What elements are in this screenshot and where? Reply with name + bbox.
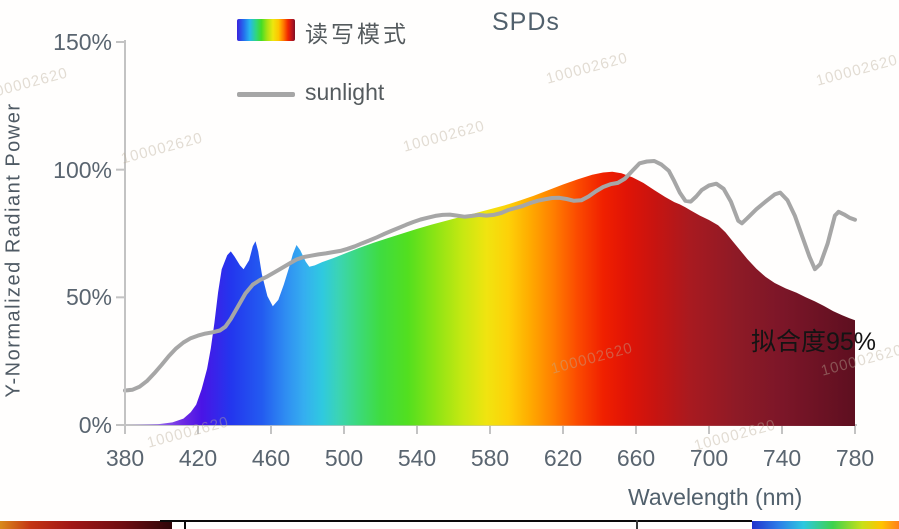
spectrum-swatch-icon — [237, 19, 295, 41]
x-tick-label: 780 — [835, 445, 875, 471]
y-tick-label: 100% — [53, 156, 112, 183]
fit-annotation: 拟合度95% — [751, 328, 877, 356]
x-tick-label: 580 — [470, 445, 510, 471]
x-tick-label: 460 — [251, 445, 291, 471]
x-tick-label: 380 — [105, 445, 145, 471]
sunlight-line-series — [123, 159, 857, 393]
x-tick-label: 740 — [762, 445, 802, 471]
strip-tick — [636, 520, 638, 529]
x-tick-label: 660 — [616, 445, 656, 471]
spectrum-area-series — [125, 171, 855, 426]
x-tick-label: 500 — [324, 445, 364, 471]
chart-title: SPDs — [492, 8, 560, 36]
bottom-cropped-row — [0, 518, 899, 529]
strip-tick — [184, 520, 186, 529]
x-axis-title: Wavelength (nm) — [628, 484, 803, 510]
legend-sunlight-label: sunlight — [305, 79, 385, 105]
y-tick-label: 150% — [53, 29, 112, 55]
y-axis-title: Y-Normalized Radiant Power — [2, 102, 25, 398]
x-tick-label: 420 — [178, 445, 218, 471]
y-tick-label: 0% — [78, 412, 112, 438]
x-tick-label: 700 — [689, 445, 729, 471]
y-tick-label: 50% — [65, 284, 112, 311]
strip-divider-line — [160, 520, 752, 522]
strip-left-spectrum — [0, 521, 172, 529]
x-tick-label: 540 — [397, 445, 437, 471]
sunlight-line-swatch-icon — [237, 92, 295, 97]
strip-right-spectrum — [752, 521, 899, 529]
x-tick-label: 620 — [543, 445, 583, 471]
legend-readwrite-label: 读写模式 — [305, 21, 409, 47]
